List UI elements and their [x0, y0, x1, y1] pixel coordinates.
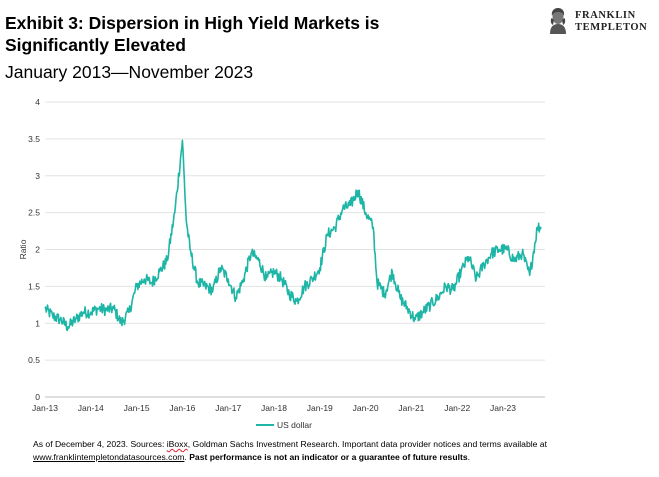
- legend: US dollar: [256, 420, 312, 430]
- footnote-dot: .: [184, 452, 187, 462]
- page-title: Exhibit 3: Dispersion in High Yield Mark…: [5, 13, 380, 55]
- x-tick-label: Jan-14: [78, 403, 104, 413]
- legend-label-us-dollar: US dollar: [277, 420, 312, 430]
- series-line-us-dollar: [44, 139, 542, 332]
- x-tick-label: Jan-15: [124, 403, 150, 413]
- y-axis-title: Ratio: [18, 239, 28, 259]
- x-tick-label: Jan-23: [490, 403, 516, 413]
- franklin-portrait-icon: [550, 8, 566, 34]
- x-tick-label: Jan-20: [353, 403, 379, 413]
- page-subtitle: January 2013—November 2023: [5, 62, 254, 82]
- logo-text-franklin: FRANKLIN: [575, 10, 636, 21]
- y-tick-label: 0.5: [28, 355, 40, 365]
- x-axis-ticks: Jan-13 Jan-14 Jan-15 Jan-16 Jan-17 Jan-18 Jan-…: [32, 403, 516, 413]
- y-tick-label: 4: [35, 97, 40, 107]
- x-tick-label: Jan-18: [261, 403, 287, 413]
- footnote-iboxx: iBoxx: [166, 439, 188, 449]
- y-tick-label: 3.5: [28, 134, 40, 144]
- y-tick-label: 2: [35, 245, 40, 255]
- footnote: As of December 4, 2023. Sources: iBoxx, …: [33, 438, 655, 464]
- x-tick-label: Jan-13: [32, 403, 58, 413]
- footnote-prefix: As of December 4, 2023. Sources:: [33, 439, 167, 449]
- series-layer: [44, 139, 542, 332]
- x-tick-label: Jan-21: [398, 403, 424, 413]
- x-tick-label: Jan-17: [215, 403, 241, 413]
- logo-text-templeton: TEMPLETON: [575, 22, 648, 33]
- franklin-templeton-logo: FRANKLIN TEMPLETON: [546, 7, 654, 35]
- x-tick-label: Jan-16: [169, 403, 195, 413]
- footnote-data-sources-link[interactable]: www.franklintempletondatasources.com: [33, 452, 185, 462]
- y-tick-label: 2.5: [28, 208, 40, 218]
- y-tick-label: 0: [35, 392, 40, 402]
- footnote-disclaimer: Past performance is not an indicator or …: [189, 452, 468, 462]
- x-tick-label: Jan-22: [444, 403, 470, 413]
- footnote-middle: , Goldman Sachs Investment Research. Imp…: [187, 439, 547, 449]
- gridlines: [45, 101, 545, 398]
- y-tick-label: 3: [35, 171, 40, 181]
- y-axis-ticks: 0 0.5 1 1.5 2 2.5 3 3.5 4: [28, 97, 40, 402]
- y-tick-label: 1.5: [28, 281, 40, 291]
- x-tick-label: Jan-19: [307, 403, 333, 413]
- line-chart: 00.511.522.533.54 Jan-13 Jan-14 Jan-15 Jan-…: [18, 97, 545, 430]
- y-tick-label: 1: [35, 318, 40, 328]
- footnote-end: .: [467, 452, 470, 462]
